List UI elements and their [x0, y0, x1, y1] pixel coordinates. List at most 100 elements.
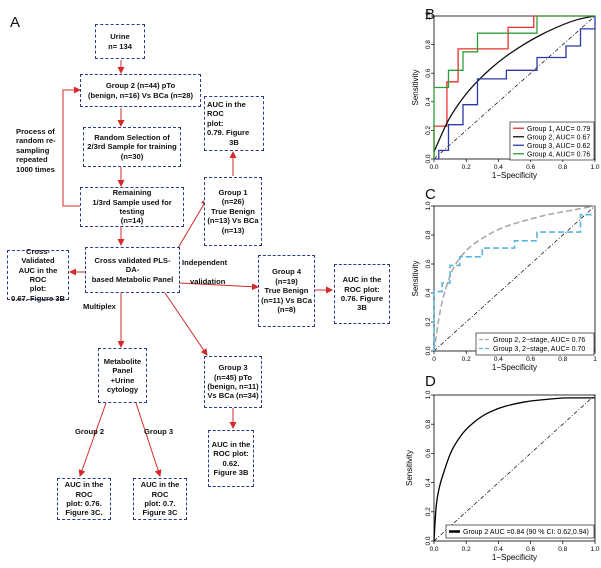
y-tick-label: 1.0 — [425, 390, 432, 399]
arrow-resampling-loop — [62, 86, 83, 207]
y-tick-label: 0.6 — [425, 259, 432, 268]
diagonal-reference-line — [433, 394, 596, 542]
label-process-line5: 1000 times — [16, 164, 55, 174]
y-axis-label: Sensitivity — [411, 260, 420, 296]
box-aucg1-line1: AUC in the ROC — [207, 99, 246, 119]
y-tick-label: 0.6 — [425, 68, 432, 77]
y-axis-label: Sensitivity — [405, 450, 414, 486]
box-auc-group1: AUC in the ROC plot: 0.79. Figure 3B — [204, 96, 264, 151]
box-group1-line4: (n=13) Vs BCa — [207, 216, 259, 226]
panel-label-d: D — [425, 373, 436, 390]
box-cv-line4: 0.67. Figure 3B — [10, 293, 66, 303]
box-remaining-line2: 1/3rd Sample used for testing — [92, 197, 172, 216]
y-tick-label: 0.4 — [425, 288, 432, 297]
label-process-line3: sampling — [16, 145, 50, 155]
box-auc3c-g3-line3: Figure 3C — [142, 508, 178, 518]
series-line-4 — [433, 15, 595, 159]
x-tick-label: 0.4 — [494, 164, 503, 171]
box-group3-line3: (benign, n=11) — [207, 382, 259, 391]
box-group2-line1: Group 2 (n=44) pTo — [105, 81, 176, 91]
x-axis-label: 1−Specificity — [492, 171, 537, 180]
y-tick-label: 0.0 — [425, 154, 432, 163]
plot-frame — [433, 394, 596, 542]
box-cv-line2: AUC in the ROC — [18, 265, 58, 284]
label-indep-line1: Independent — [182, 258, 228, 267]
box-group4-line3: True Benign — [264, 286, 309, 296]
label-branch-group3: Group 3 — [144, 427, 174, 436]
legend-label-1: Group 1, AUC= 0.79 — [527, 126, 590, 133]
box-auc3c-g3-line1: AUC in the ROC — [140, 480, 180, 499]
box-aucg3-line1: AUC in the — [211, 439, 251, 449]
box-metab-line3: cytology — [106, 384, 139, 394]
label-resampling-process: Process of random re- sampling repeated … — [16, 127, 64, 174]
x-tick-label: 0.2 — [462, 356, 471, 363]
box-plsda-panel: Cross validated PLS-DA- based Metabolic … — [85, 247, 180, 293]
chart-c: 0 0.2 0.4 0.6 0.8 1 0.0 0.2 0.4 0.6 0.8 1.0 1−Specif… — [411, 201, 597, 372]
y-tick-label: 0.0 — [425, 536, 432, 545]
box-urine-line2: n= 134 — [108, 41, 132, 51]
box-aucg4-line4: 3B — [357, 303, 367, 313]
x-axis-label: 1−Specificity — [492, 363, 537, 372]
box-group1-line5: (n=13) — [221, 225, 245, 235]
box-remaining: Remaining 1/3rd Sample used for testing … — [80, 187, 184, 227]
y-tick-label: 1.0 — [425, 201, 432, 210]
x-tick-label: 0.8 — [558, 164, 567, 171]
label-process-line2: random re- — [16, 136, 56, 146]
arrow-panel-group4 — [179, 282, 259, 291]
legend-label-1: Group 2, 2−stage, AUC= 0.76 — [493, 337, 585, 344]
label-process-line4: repeated — [16, 155, 48, 165]
series-line-1 — [433, 15, 595, 159]
x-tick-label: 0.6 — [526, 546, 535, 553]
arrow-multiplex-g3 — [135, 402, 162, 477]
box-random-line2: 2/3rd Sample for training — [87, 142, 177, 152]
box-group1-line1: Group 1 — [218, 187, 248, 197]
x-tick-label: 1.0 — [590, 546, 599, 553]
box-group4-line2: (n=19) — [275, 276, 298, 286]
box-group1-line3: True Benign — [211, 206, 255, 216]
box-urine: Urine n= 134 — [95, 24, 145, 59]
arrow-multiplex-g2 — [78, 402, 107, 477]
series-line-1 — [433, 397, 595, 542]
series-line-2 — [433, 213, 595, 351]
box-panel-line1: Cross validated PLS-DA- — [94, 255, 171, 275]
label-process-line1: Process of — [16, 127, 55, 136]
x-tick-label: 1 — [593, 356, 597, 363]
box-auc3c-g2-line3: Figure 3C. — [65, 508, 103, 518]
box-group4-line5: (n=8) — [277, 305, 296, 315]
legend-box — [445, 524, 595, 539]
y-tick-label: 0.6 — [425, 449, 432, 458]
x-tick-label: 0.6 — [526, 356, 535, 363]
y-tick-label: 0.4 — [425, 97, 432, 106]
panel-label-c: C — [425, 186, 436, 203]
legend-label-2: Group 2, AUC= 0.67 — [527, 134, 590, 141]
box-cv-line1: Cross-Validated — [21, 246, 55, 266]
label-indep-line2: validation — [190, 277, 226, 287]
box-panel-line2: based Metabolic Panel — [91, 274, 174, 284]
x-tick-label: 0 — [432, 356, 436, 363]
box-random-selection: Random Selection of 2/3rd Sample for tra… — [83, 127, 181, 167]
box-group1-line2: (n=26) — [221, 197, 245, 207]
box-group3: Group 3 (n=45) pTo (benign, n=11) Vs BCa… — [204, 356, 262, 408]
y-tick-label: 0.8 — [425, 419, 432, 428]
box-auc-group3: AUC in the ROC plot: 0.62. Figure 3B — [208, 430, 254, 487]
box-group4: Group 4 (n=19) True Benign (n=11) Vs BCa… — [258, 255, 315, 327]
chart-d: 0.0 0.2 0.4 0.6 0.8 1.0 0.0 0.2 0.4 0.6 0.8 1.0 1−Sp… — [405, 390, 600, 562]
box-remaining-line1: Remaining — [112, 188, 152, 198]
x-tick-label: 0.6 — [526, 164, 535, 171]
box-auc3c-g3-line2: plot: 0.7. — [144, 499, 176, 508]
label-independent-validation: Independent validation — [182, 258, 227, 287]
panel-label-a: A — [10, 14, 21, 31]
arrow-panel-group3 — [164, 292, 208, 356]
box-random-line1: Random Selection of — [94, 132, 170, 142]
box-group4-line1: Group 4 — [271, 267, 302, 277]
box-aucg1-line4: 3B — [229, 137, 239, 147]
box-auc-3c-group3: AUC in the ROC plot: 0.7. Figure 3C — [133, 478, 187, 520]
box-group3-line4: Vs BCa (n=34) — [207, 391, 259, 401]
label-multiplex: Multiplex — [83, 302, 116, 311]
series-line-1 — [433, 205, 596, 352]
y-tick-label: 0.2 — [425, 507, 432, 516]
box-aucg4-line3: 0.76. Figure — [340, 294, 384, 303]
y-tick-label: 0.2 — [425, 317, 432, 326]
box-group4-line4: (n=11) Vs BCa — [261, 295, 312, 305]
